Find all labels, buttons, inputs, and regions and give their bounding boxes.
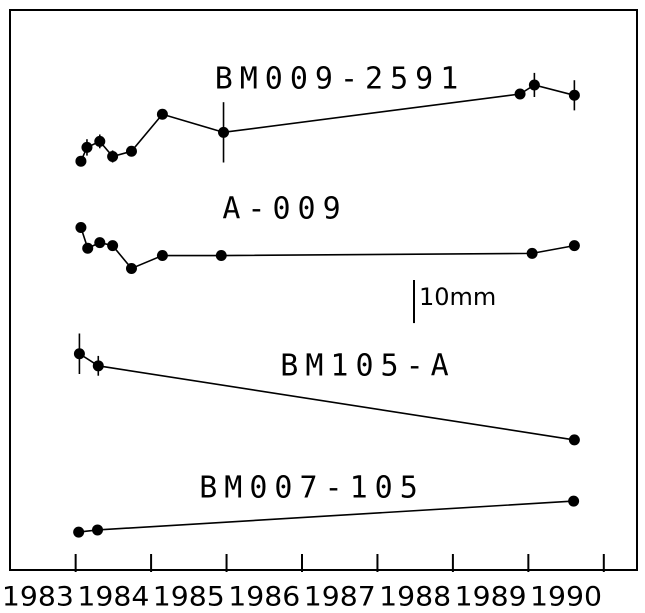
plot-frame — [9, 9, 638, 571]
series-line — [78, 500, 574, 533]
data-point — [92, 360, 104, 372]
data-point — [92, 524, 104, 536]
series-label: BM007-105 — [199, 471, 425, 506]
series-label: A-009 — [222, 192, 347, 227]
data-point — [568, 89, 580, 101]
series-label: BM105-A — [280, 349, 455, 384]
x-tick-label: 1988 — [379, 582, 451, 613]
data-point — [81, 141, 93, 153]
x-tick-label: 1990 — [530, 582, 602, 613]
data-point — [75, 222, 87, 234]
series-label: BM009-2591 — [215, 62, 466, 97]
x-tick-label: 1985 — [153, 582, 225, 613]
data-point — [156, 108, 168, 120]
data-point — [82, 242, 94, 254]
series-line — [80, 84, 575, 162]
x-tick-label: 1987 — [304, 582, 376, 613]
data-point — [73, 526, 85, 538]
scale-bar-label: 10mm — [419, 283, 496, 311]
data-point — [568, 495, 580, 507]
data-point — [514, 88, 526, 100]
x-tick-label: 1986 — [228, 582, 300, 613]
data-point — [568, 434, 580, 446]
data-point — [107, 240, 119, 252]
data-point — [528, 79, 540, 91]
data-point — [125, 262, 137, 274]
data-point — [94, 237, 106, 249]
data-point — [75, 155, 87, 167]
data-point — [568, 240, 580, 252]
data-point — [218, 126, 230, 138]
x-tick-label: 1984 — [77, 582, 149, 613]
data-point — [73, 348, 85, 360]
data-point — [526, 247, 538, 259]
series-line — [80, 227, 575, 270]
x-tick-label: 1989 — [455, 582, 527, 613]
data-point — [215, 250, 227, 262]
data-point — [156, 250, 168, 262]
data-point — [107, 150, 119, 162]
data-point — [125, 145, 137, 157]
data-point — [94, 135, 106, 147]
x-tick-label: 1983 — [2, 582, 74, 613]
